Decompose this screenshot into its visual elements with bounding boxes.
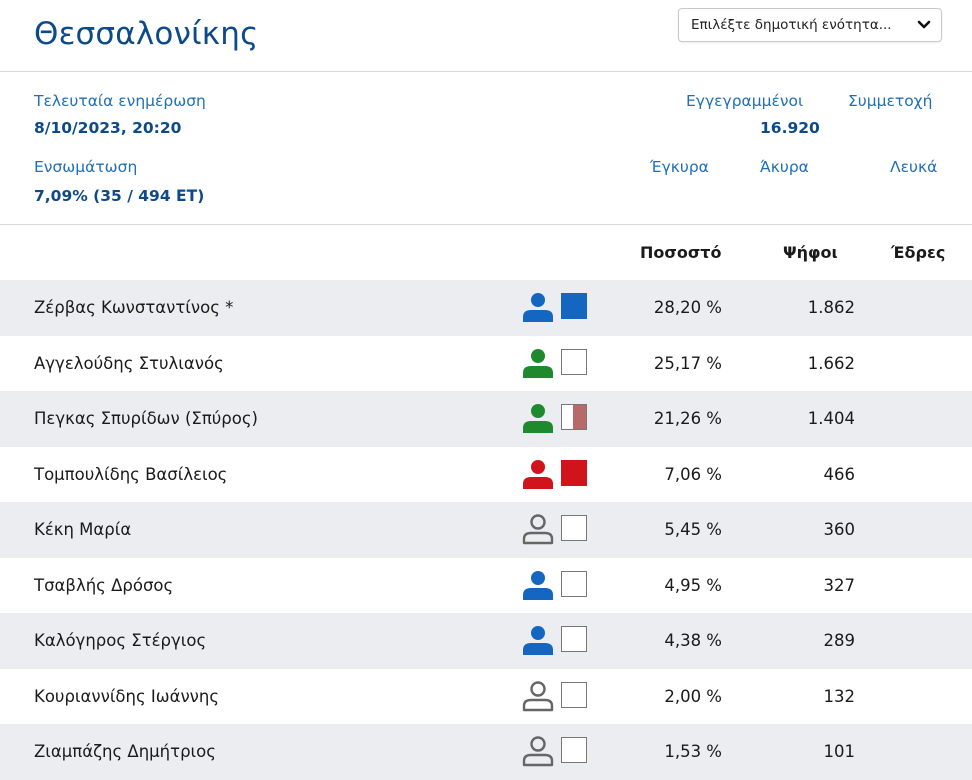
- party-color-box: [561, 404, 587, 430]
- table-row[interactable]: Ζιαμπάζης Δημήτριος 1,53 % 101: [0, 724, 972, 780]
- candidate-name: Κουριαννίδης Ιωάννης: [34, 686, 220, 706]
- vote-percentage: 4,38 %: [664, 631, 722, 650]
- person-icon: [523, 570, 553, 600]
- candidate-name: Τσαβλής Δρόσος: [34, 575, 174, 595]
- results-table: Ζέρβας Κωνσταντίνος * 28,20 % 1.862 Αγγελού…: [0, 280, 972, 780]
- table-row[interactable]: Αγγελούδης Στυλιανός 25,17 % 1.662: [0, 336, 972, 392]
- registered-label: Εγγεγραμμένοι: [686, 92, 804, 110]
- municipal-unit-select[interactable]: Επιλέξτε δημοτική ενότητα...: [678, 8, 942, 42]
- party-color-box: [561, 737, 587, 763]
- registered-value: 16.920: [760, 119, 820, 137]
- person-icon: [522, 514, 554, 545]
- vote-percentage: 2,00 %: [664, 686, 722, 706]
- person-icon: [523, 404, 553, 433]
- vote-count: 1.862: [807, 298, 855, 317]
- party-color-box: [561, 348, 587, 375]
- column-header-votes: Ψήφοι: [783, 243, 838, 262]
- person-icon: [523, 459, 553, 489]
- vote-count: 360: [823, 520, 856, 539]
- party-color-box: [561, 459, 587, 486]
- vote-count: 327: [823, 575, 856, 595]
- party-color-box: [561, 626, 587, 652]
- table-row[interactable]: Τσαβλής Δρόσος 4,95 % 327: [0, 558, 972, 614]
- person-icon: [522, 736, 554, 767]
- column-header-percentage: Ποσοστό: [640, 243, 722, 262]
- vote-percentage: 7,06 %: [664, 464, 722, 484]
- party-color-box: [561, 681, 587, 708]
- invalid-label: Άκυρα: [760, 158, 809, 176]
- candidate-name: Αγγελούδης Στυλιανός: [34, 353, 224, 373]
- vote-count: 1.662: [807, 353, 855, 373]
- valid-label: Έγκυρα: [650, 158, 709, 176]
- vote-count: 289: [823, 631, 856, 650]
- party-color-box: [561, 293, 587, 319]
- vote-percentage: 28,20 %: [653, 298, 722, 317]
- table-row[interactable]: Καλόγηρος Στέργιος 4,38 % 289: [0, 613, 972, 669]
- vote-count: 466: [823, 464, 856, 484]
- vote-percentage: 1,53 %: [664, 742, 722, 761]
- last-update-label: Τελευταία ενημέρωση: [34, 92, 206, 110]
- last-update-value: 8/10/2023, 20:20: [34, 119, 182, 137]
- table-row[interactable]: Ζέρβας Κωνσταντίνος * 28,20 % 1.862: [0, 280, 972, 336]
- candidate-name: Πεγκας Σπυρίδων (Σπύρος): [34, 409, 258, 428]
- party-color-box: [561, 570, 587, 597]
- table-row[interactable]: Πεγκας Σπυρίδων (Σπύρος) 21,26 % 1.404: [0, 391, 972, 447]
- vote-count: 1.404: [807, 409, 855, 428]
- table-row[interactable]: Κέκη Μαρία 5,45 % 360: [0, 502, 972, 558]
- person-icon: [522, 680, 554, 711]
- vote-percentage: 25,17 %: [653, 353, 722, 373]
- select-value: Επιλέξτε δημοτική ενότητα...: [691, 17, 892, 33]
- chevron-down-icon: [917, 20, 931, 29]
- candidate-name: Τομπουλίδης Βασίλειος: [34, 464, 228, 484]
- blank-label: Λευκά: [890, 158, 938, 176]
- info-divider: [0, 224, 972, 225]
- party-color-box: [561, 515, 587, 541]
- table-row[interactable]: Κουριαννίδης Ιωάννης 2,00 % 132: [0, 669, 972, 725]
- table-row[interactable]: Τομπουλίδης Βασίλειος 7,06 % 466: [0, 447, 972, 503]
- integration-value: 7,09% (35 / 494 ΕΤ): [34, 187, 205, 205]
- vote-count: 101: [823, 742, 856, 761]
- vote-count: 132: [823, 686, 856, 706]
- page-title: Θεσσαλονίκης: [34, 16, 259, 52]
- vote-percentage: 5,45 %: [664, 520, 722, 539]
- candidate-name: Ζέρβας Κωνσταντίνος *: [34, 298, 234, 317]
- party-color-fill: [572, 405, 586, 429]
- candidate-name: Καλόγηρος Στέργιος: [34, 631, 207, 650]
- candidate-name: Ζιαμπάζης Δημήτριος: [34, 742, 216, 761]
- person-icon: [523, 293, 553, 322]
- participation-label: Συμμετοχή: [848, 92, 933, 110]
- vote-percentage: 21,26 %: [653, 409, 722, 428]
- column-header-seats: Έδρες: [891, 243, 946, 262]
- candidate-name: Κέκη Μαρία: [34, 520, 132, 539]
- person-icon: [523, 348, 553, 378]
- person-icon: [523, 626, 553, 655]
- header-divider: [0, 71, 972, 72]
- vote-percentage: 4,95 %: [664, 575, 722, 595]
- integration-label: Ενσωμάτωση: [34, 158, 138, 176]
